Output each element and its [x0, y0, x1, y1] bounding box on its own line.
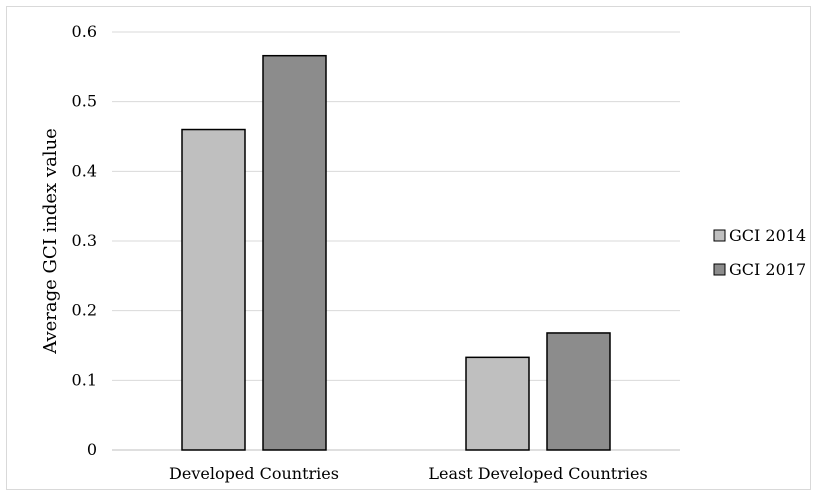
y-tick-label: 0.3 — [72, 231, 97, 250]
y-tick-label: 0.4 — [72, 161, 97, 180]
legend-swatch — [713, 263, 726, 276]
y-axis-label: Average GCI index value — [40, 128, 61, 355]
bar-gci-2017 — [262, 54, 327, 451]
bar-gci-2014 — [465, 356, 530, 451]
y-tick-label: 0.2 — [72, 301, 97, 320]
bar-gci-2014 — [181, 128, 246, 451]
category-label: Least Developed Countries — [428, 464, 647, 483]
y-tick-label: 0.5 — [72, 92, 97, 111]
bar-gci-2017 — [546, 332, 611, 451]
y-tick-labels: 0 0.1 0.2 0.3 0.4 0.5 0.6 — [72, 22, 97, 459]
legend-swatch — [713, 229, 726, 242]
y-tick-label: 0.6 — [72, 22, 97, 41]
legend-label: GCI 2014 — [729, 226, 806, 245]
legend-label: GCI 2017 — [729, 260, 806, 279]
bars — [181, 54, 611, 451]
category-label: Developed Countries — [169, 464, 339, 483]
y-tick-label: 0.1 — [72, 370, 97, 389]
legend: GCI 2014 GCI 2017 — [713, 226, 806, 279]
y-tick-label: 0 — [87, 440, 97, 459]
chart-frame — [6, 6, 811, 490]
category-labels: Developed Countries Least Developed Count… — [169, 464, 648, 483]
